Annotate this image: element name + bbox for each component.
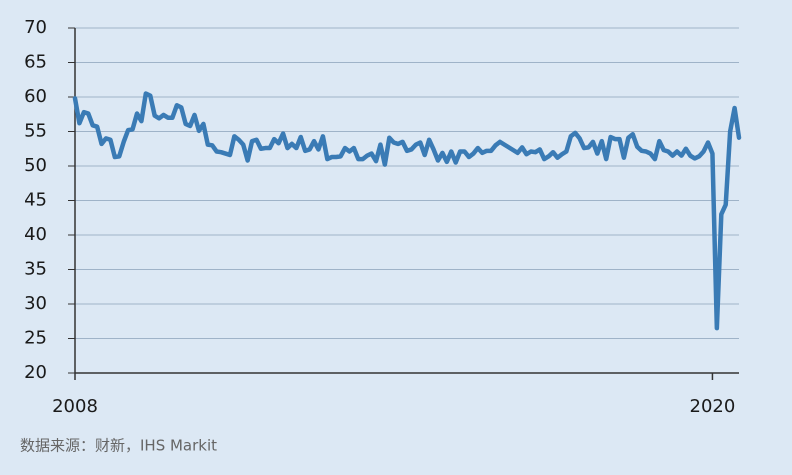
y-tick-label: 45 xyxy=(24,190,47,211)
data-line xyxy=(72,91,742,331)
y-tick-label: 20 xyxy=(24,362,47,383)
y-tick-label: 55 xyxy=(24,121,47,142)
y-tick-label: 65 xyxy=(24,52,47,73)
y-tick-label: 30 xyxy=(24,293,47,314)
y-tick-label: 35 xyxy=(24,259,47,280)
y-tick-label: 60 xyxy=(24,86,47,107)
x-tick-label: 2020 xyxy=(690,396,736,417)
y-tick-label: 50 xyxy=(24,155,47,176)
y-tick-label: 70 xyxy=(24,17,47,38)
y-tick-label: 25 xyxy=(24,328,47,349)
source-note: 数据来源：财新，IHS Markit xyxy=(20,437,217,455)
y-tick-label: 40 xyxy=(24,224,47,245)
x-tick-label: 2008 xyxy=(52,396,98,417)
